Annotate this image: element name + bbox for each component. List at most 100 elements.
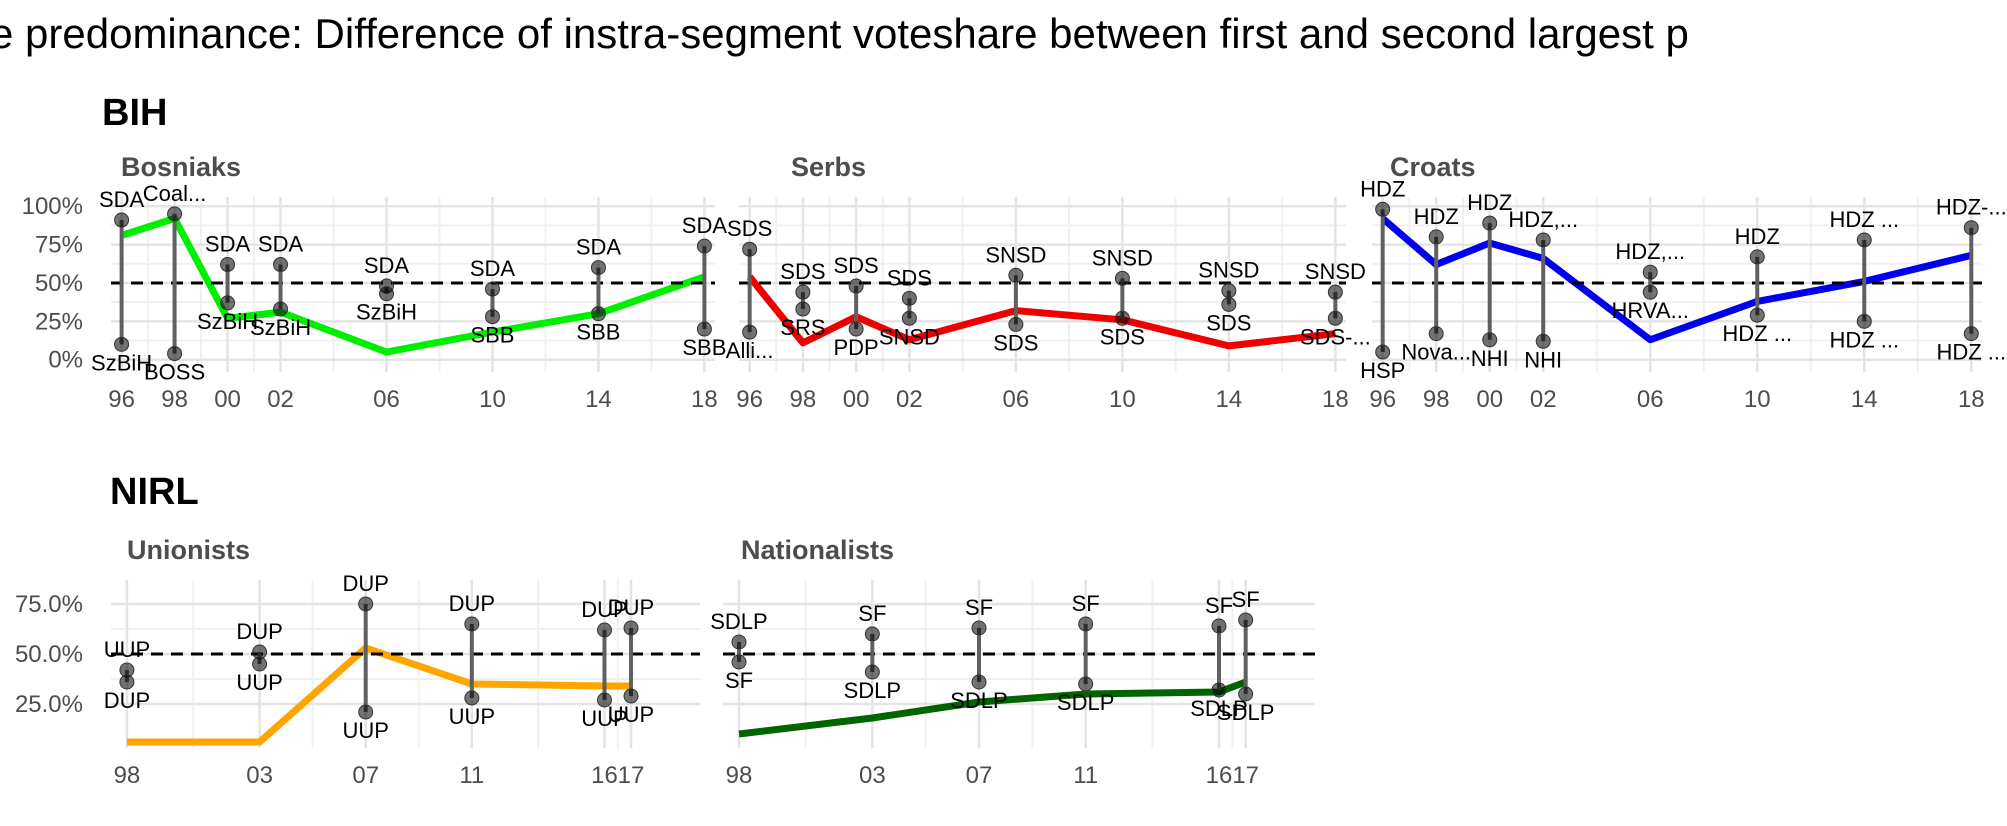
second-party-point xyxy=(1221,296,1237,312)
second-party-label: SRS xyxy=(780,315,825,340)
second-party-label: PDP xyxy=(834,335,879,360)
x-tick-label: 14 xyxy=(1216,386,1243,413)
second-party-label: HDZ ... xyxy=(1722,321,1792,346)
second-party-point xyxy=(220,295,236,311)
first-party-point xyxy=(971,620,987,636)
first-party-point xyxy=(1008,267,1024,283)
first-party-label: DUP xyxy=(342,571,388,596)
first-party-label: Coal... xyxy=(143,181,207,206)
first-party-point xyxy=(1375,201,1391,217)
panel-title: Nationalists xyxy=(741,535,894,565)
first-party-label: DUP xyxy=(449,591,495,616)
first-party-label: SDA xyxy=(682,213,728,238)
x-tick-label: 06 xyxy=(373,386,400,413)
first-party-label: SDA xyxy=(364,253,410,278)
second-party-point xyxy=(1238,686,1254,702)
x-tick-label: 10 xyxy=(479,386,506,413)
first-party-point xyxy=(1482,215,1498,231)
x-tick-label: 14 xyxy=(585,386,612,413)
second-party-point xyxy=(623,688,639,704)
second-party-point xyxy=(590,306,606,322)
x-tick-label: 14 xyxy=(1851,386,1878,413)
first-party-point xyxy=(464,616,480,632)
first-party-label: SDA xyxy=(99,187,145,212)
first-party-label: SF xyxy=(1205,593,1233,618)
second-party-label: SDLP xyxy=(950,688,1007,713)
first-party-point xyxy=(1078,616,1094,632)
second-party-label: SDS xyxy=(993,330,1038,355)
first-party-label: SNSD xyxy=(1305,259,1366,284)
first-party-label: SNSD xyxy=(985,242,1046,267)
panel-title: Bosniaks xyxy=(121,152,241,182)
second-party-label: SDLP xyxy=(1057,690,1114,715)
second-party-label: DUP xyxy=(104,688,150,713)
x-tick-label: 98 xyxy=(790,386,817,413)
first-party-point xyxy=(1238,612,1254,628)
second-party-label: SzBiH xyxy=(91,350,152,375)
first-party-point xyxy=(1535,232,1551,248)
second-party-point xyxy=(464,690,480,706)
second-party-label: SBB xyxy=(576,320,620,345)
x-tick-label: 96 xyxy=(108,386,135,413)
x-tick-label: 06 xyxy=(1637,386,1664,413)
y-tick-label: 0% xyxy=(48,347,83,374)
first-party-label: DUP xyxy=(608,595,654,620)
first-party-label: HDZ xyxy=(1360,176,1405,201)
panel-bosniaks: Bosniaks 96 98 00 02 06 10 14 18 0% 25% 50% 75% 100% S… xyxy=(22,152,728,413)
x-tick-label: 07 xyxy=(352,762,379,789)
first-party-label: SDA xyxy=(205,232,251,257)
second-party-point xyxy=(864,664,880,680)
first-party-point xyxy=(1428,229,1444,245)
x-tick-label: 96 xyxy=(736,386,763,413)
second-party-point xyxy=(379,286,395,302)
first-party-point xyxy=(1221,283,1237,299)
first-party-label: SDS xyxy=(780,259,825,284)
second-party-point xyxy=(114,336,130,352)
first-party-point xyxy=(848,278,864,294)
second-party-point xyxy=(848,321,864,337)
second-party-point xyxy=(901,310,917,326)
second-party-label: SF xyxy=(725,668,753,693)
x-tick-label: 11 xyxy=(459,762,484,789)
first-party-label: SNSD xyxy=(1198,258,1259,283)
second-party-point xyxy=(596,692,612,708)
second-party-label: SzBiH xyxy=(197,309,258,334)
first-party-point xyxy=(114,212,130,228)
first-party-point xyxy=(742,241,758,257)
second-party-label: HDZ ... xyxy=(1936,340,2006,365)
first-party-point xyxy=(1327,284,1343,300)
second-party-label: SDLP xyxy=(1217,700,1274,725)
first-party-point xyxy=(358,596,374,612)
x-tick-label: 10 xyxy=(1744,386,1771,413)
x-tick-label: 16 xyxy=(591,762,618,789)
second-party-point xyxy=(795,301,811,317)
x-tick-label: 02 xyxy=(896,386,923,413)
second-party-point xyxy=(358,704,374,720)
y-tick-label: 100% xyxy=(22,193,83,220)
second-party-label: NHI xyxy=(1471,346,1509,371)
first-party-point xyxy=(1749,249,1765,265)
second-party-point xyxy=(1008,316,1024,332)
x-tick-label: 11 xyxy=(1073,762,1098,789)
second-party-label: HRVA... xyxy=(1612,298,1689,323)
difference-line xyxy=(120,214,706,356)
first-party-label: DUP xyxy=(236,619,282,644)
first-party-label: SDS xyxy=(887,265,932,290)
x-tick-label: 98 xyxy=(1423,386,1450,413)
x-tick-label: 98 xyxy=(114,762,141,789)
first-party-label: SDA xyxy=(576,235,622,260)
second-party-label: BOSS xyxy=(144,360,205,385)
x-tick-label: 98 xyxy=(726,762,753,789)
second-party-label: HDZ ... xyxy=(1829,327,1899,352)
first-party-label: SNSD xyxy=(1092,245,1153,270)
second-party-point xyxy=(1856,313,1872,329)
first-party-point xyxy=(1114,270,1130,286)
first-party-point xyxy=(731,634,747,650)
first-party-point xyxy=(484,281,500,297)
x-tick-label: 00 xyxy=(1476,386,1503,413)
first-party-point xyxy=(864,626,880,642)
second-party-point xyxy=(731,654,747,670)
first-party-point xyxy=(1963,220,1979,236)
